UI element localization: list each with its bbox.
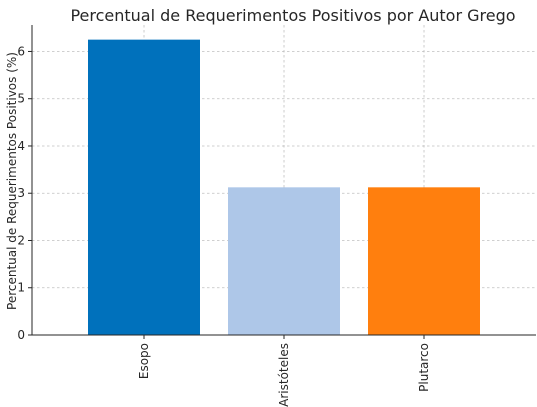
y-tick-label: 3 bbox=[17, 186, 25, 200]
y-tick-label: 4 bbox=[17, 139, 25, 153]
y-tick-label: 0 bbox=[17, 328, 25, 342]
chart-title: Percentual de Requerimentos Positivos po… bbox=[70, 6, 515, 25]
x-tick-label: Esopo bbox=[137, 343, 151, 379]
y-tick-label: 5 bbox=[17, 92, 25, 106]
x-tick-label: Plutarco bbox=[417, 343, 431, 392]
bar-aristóteles bbox=[228, 187, 340, 335]
bars-layer bbox=[88, 39, 480, 336]
y-tick-label: 2 bbox=[17, 233, 25, 247]
y-tick-label: 1 bbox=[17, 281, 25, 295]
ticks-layer: 0 1 2 3 4 5 6 Esopo Aristóteles Plutarco bbox=[17, 44, 431, 406]
y-tick-label: 6 bbox=[17, 44, 25, 58]
bar-esopo bbox=[88, 39, 200, 336]
x-tick-label: Aristóteles bbox=[277, 343, 291, 407]
bar-plutarco bbox=[368, 187, 480, 335]
y-axis-label: Percentual de Requerimentos Positivos (%… bbox=[5, 52, 19, 310]
